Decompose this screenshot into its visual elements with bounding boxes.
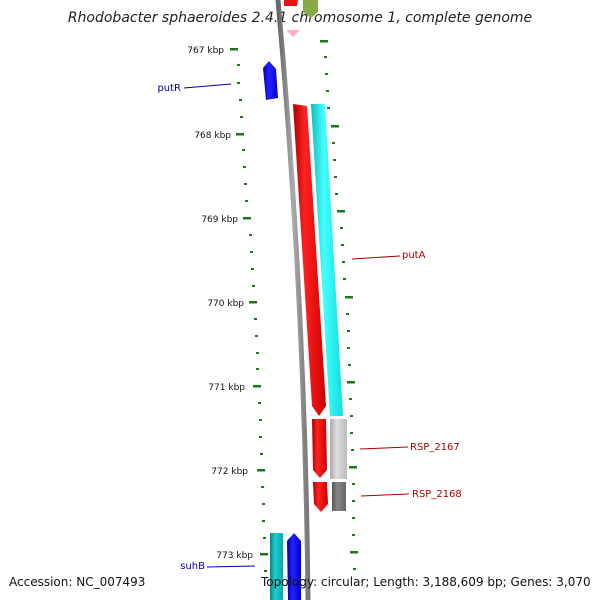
cds-putR[interactable] [263,61,278,100]
cds-cyan-block[interactable] [311,104,343,416]
cds-teal-bottom[interactable] [270,533,283,600]
map-title: Rhodobacter sphaeroides 2.4.1 chromosome… [68,10,532,26]
putA-leader-line [351,255,401,260]
cds-top-red [284,0,298,6]
scale-label-772: 772 kbp [211,467,248,477]
gene-label-suhB: suhB [180,561,205,572]
topology-text: Topology: circular; Length: 3,188,609 bp… [260,575,591,589]
outer-scale-ticks [320,40,358,570]
cds-gray-2167[interactable] [330,419,347,479]
scale-label-771: 771 kbp [208,383,245,393]
cds-top-olive [303,0,318,18]
scale-label-770: 770 kbp [207,299,244,309]
chromosome-backbone [275,0,311,600]
cds-gray-2168[interactable] [332,482,346,511]
cds-RSP-2168[interactable] [313,482,328,512]
gene-label-RSP-2167: RSP_2167 [410,442,460,453]
gene-label-putR: putR [157,83,181,94]
RSP-2167-leader-line [359,446,409,450]
scale-label-773: 773 kbp [216,551,253,561]
scale-label-769: 769 kbp [201,215,238,225]
RSP-2168-leader-line [360,493,410,497]
accession-text: Accession: NC_007493 [9,575,145,589]
putR-leader-line [183,83,232,89]
cds-suhB[interactable] [287,533,301,600]
scale-label-767: 767 kbp [187,46,224,56]
gene-label-RSP-2168: RSP_2168 [412,489,462,500]
cds-top-pink [286,30,300,37]
scale-label-768: 768 kbp [194,131,231,141]
cds-putA[interactable] [293,104,326,416]
gene-label-putA: putA [402,250,426,261]
suhB-leader-line [206,565,256,568]
cds-RSP-2167[interactable] [312,419,327,478]
inner-scale-ticks [230,48,268,572]
